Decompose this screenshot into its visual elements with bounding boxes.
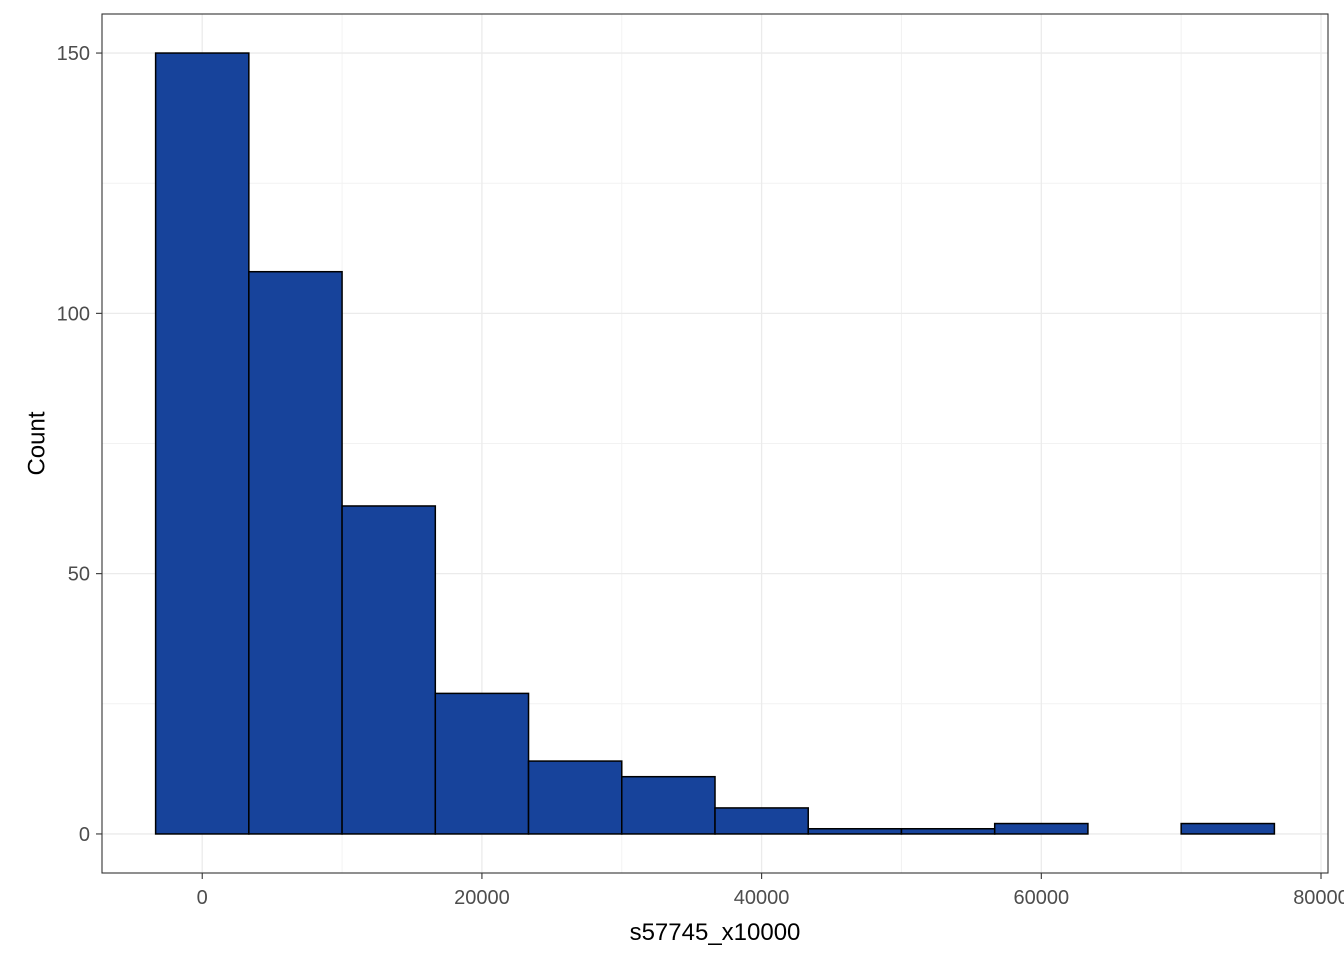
y-tick-label: 150 <box>57 43 90 65</box>
y-tick-label: 0 <box>79 824 90 846</box>
histogram-bar <box>993 822 1089 835</box>
x-tick-label: 0 <box>197 887 208 909</box>
histogram-bar <box>900 827 996 835</box>
histogram-bar <box>527 760 623 835</box>
x-tick-label: 40000 <box>734 887 790 909</box>
y-axis-title: Count <box>23 411 50 475</box>
histogram-bar <box>154 52 250 835</box>
histogram-bars <box>154 52 1276 835</box>
y-tick-label: 50 <box>68 564 90 586</box>
y-axis-ticks: 0 50 100 150 <box>57 43 102 846</box>
x-tick-label: 80000 <box>1293 887 1344 909</box>
x-tick-label: 20000 <box>454 887 510 909</box>
histogram-bar <box>1180 822 1276 835</box>
histogram-bar <box>714 807 809 835</box>
histogram-bar <box>341 505 437 835</box>
y-tick-label: 100 <box>57 303 90 325</box>
x-axis-title: s57745_x10000 <box>630 919 801 946</box>
histogram-bar <box>248 270 343 835</box>
histogram-bar <box>807 827 903 835</box>
x-axis-ticks: 0 20000 40000 60000 80000 <box>197 873 1344 909</box>
minor-gridlines <box>102 14 1328 873</box>
histogram-bar <box>434 692 530 835</box>
panel-border <box>101 13 1329 874</box>
histogram-bar <box>621 775 716 835</box>
x-tick-label: 60000 <box>1014 887 1070 909</box>
